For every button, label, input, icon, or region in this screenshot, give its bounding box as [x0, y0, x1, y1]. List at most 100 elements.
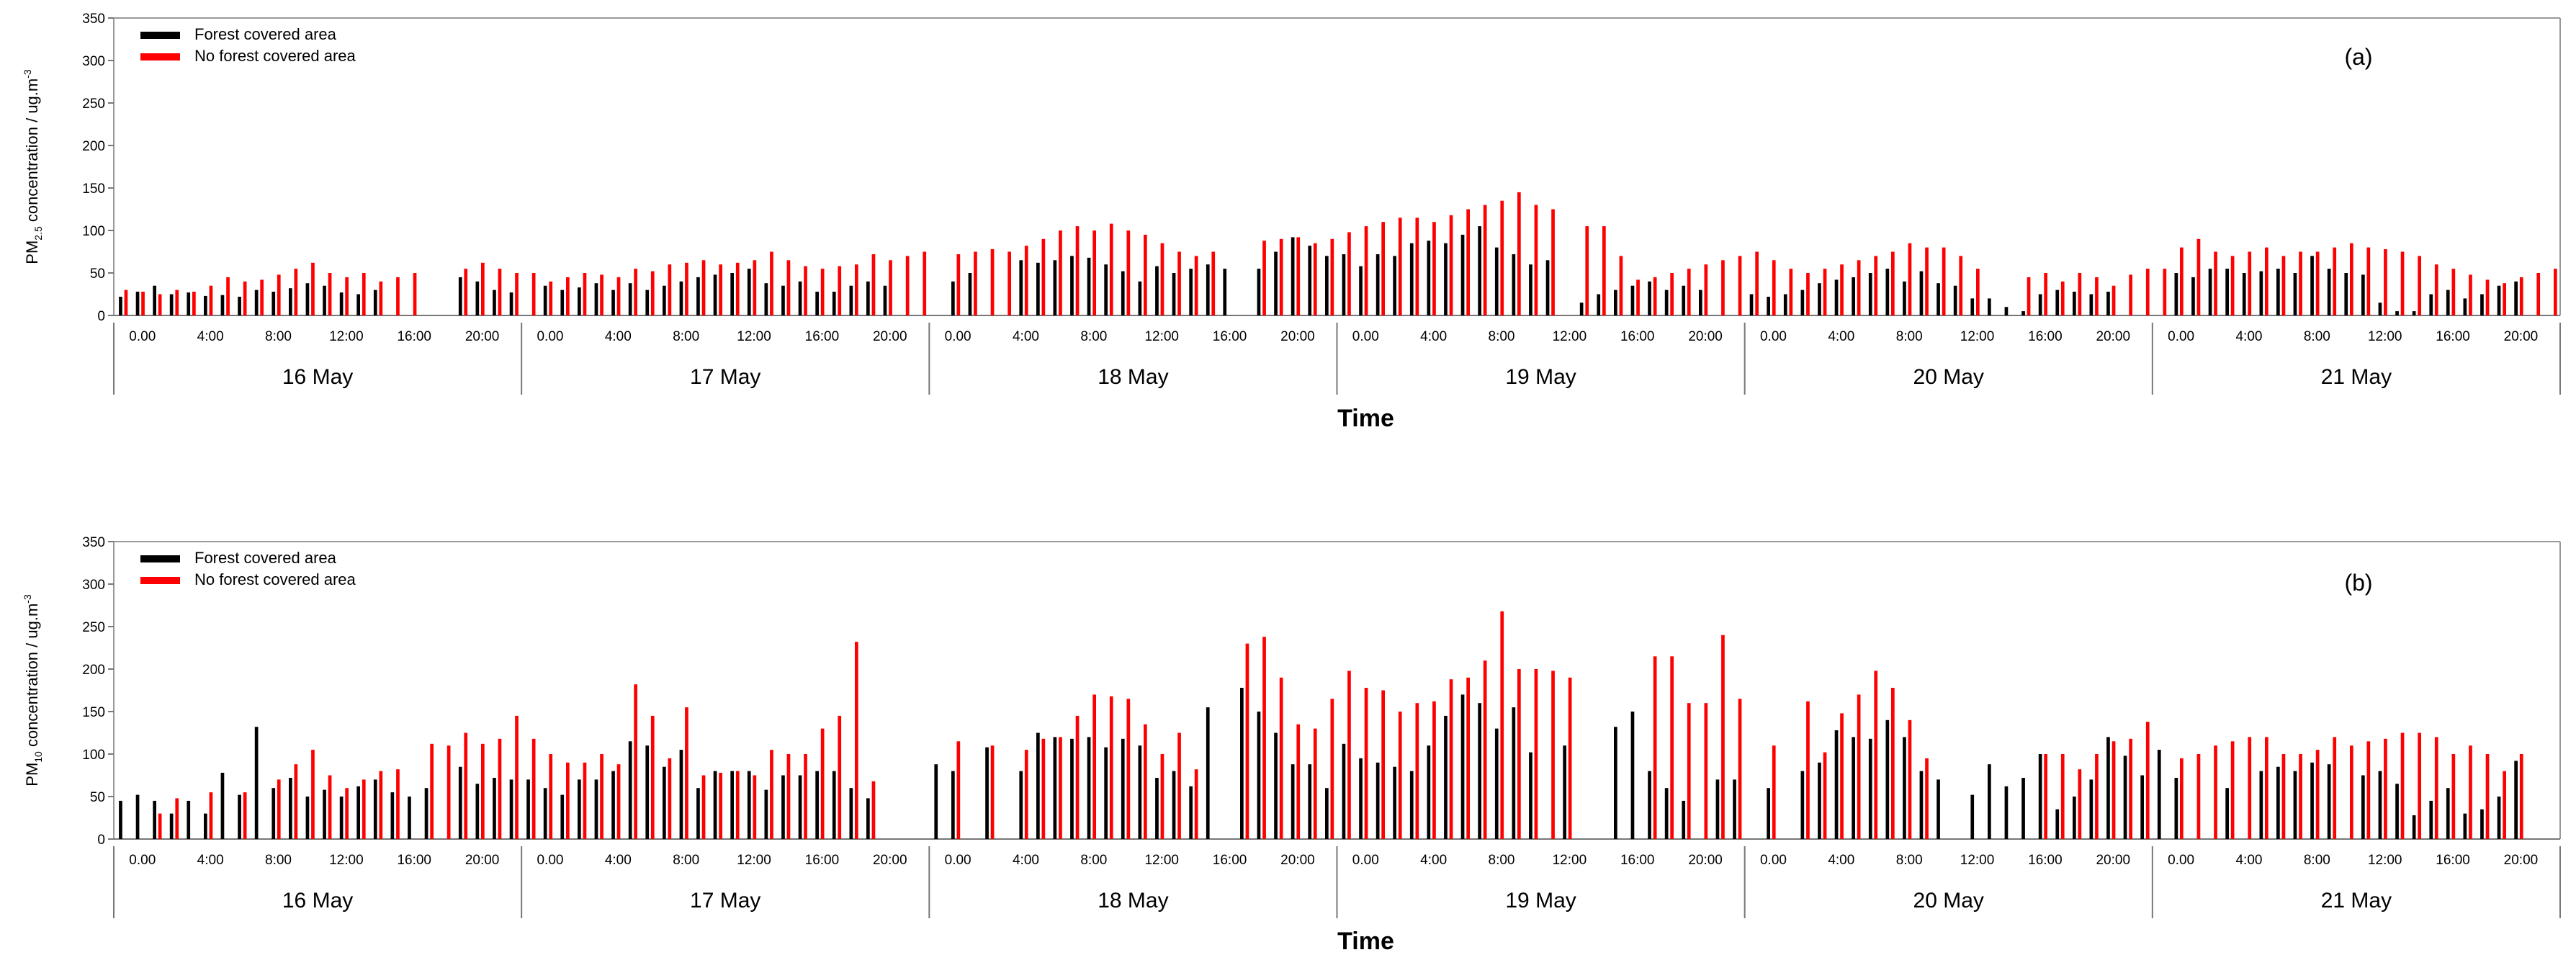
y-tick-label: 0	[97, 309, 105, 324]
bar-no-forest	[2281, 256, 2286, 315]
bar-forest	[305, 797, 310, 839]
bar-forest	[1767, 788, 1770, 839]
bar-forest	[1903, 737, 1906, 839]
bar-no-forest	[2485, 279, 2490, 315]
bar-forest	[1664, 290, 1669, 315]
bar-forest	[119, 297, 122, 315]
x-axis-title: Time	[1337, 928, 1394, 955]
bar-no-forest	[634, 269, 637, 315]
bar-forest	[663, 766, 666, 839]
bar-forest	[1444, 243, 1448, 315]
bar-forest	[2446, 788, 2450, 839]
bar-forest	[968, 273, 972, 315]
bar-forest	[1818, 762, 1821, 839]
y-tick-label: 50	[90, 266, 105, 282]
bar-forest	[2174, 778, 2178, 839]
bar-forest	[1800, 290, 1805, 315]
bar-no-forest	[804, 266, 807, 315]
day-label: 19 May	[1505, 889, 1576, 913]
bar-no-forest	[923, 251, 927, 315]
bar-no-forest	[2350, 243, 2353, 315]
bar-forest	[1189, 269, 1193, 315]
bar-no-forest	[1398, 218, 1402, 315]
bar-no-forest	[2485, 754, 2490, 839]
bar-forest	[2446, 290, 2450, 315]
bar-no-forest	[719, 264, 722, 315]
bar-forest	[2327, 764, 2331, 839]
bar-forest	[2004, 307, 2009, 315]
bar-no-forest	[1296, 237, 1301, 315]
bar-forest	[1291, 237, 1295, 315]
bar-no-forest	[1059, 230, 1062, 315]
bar-forest	[611, 771, 615, 839]
bar-forest	[1733, 779, 1736, 839]
bar-forest	[1121, 271, 1125, 315]
x-hour-tick-label: 4:00	[197, 329, 224, 344]
bar-no-forest	[158, 813, 162, 839]
bar-no-forest	[668, 758, 672, 839]
bar-forest	[204, 295, 207, 315]
bar-no-forest	[2129, 274, 2132, 315]
bar-no-forest	[1381, 222, 1385, 315]
bar-no-forest	[600, 754, 603, 839]
bar-no-forest	[600, 274, 603, 315]
bar-forest	[2463, 298, 2467, 315]
bar-no-forest	[1330, 699, 1334, 839]
bar-no-forest	[1059, 737, 1062, 839]
bar-forest	[1614, 290, 1617, 315]
bar-no-forest	[838, 715, 842, 839]
bar-no-forest	[396, 769, 400, 839]
bar-no-forest	[1704, 703, 1708, 839]
bar-forest	[2073, 292, 2076, 315]
bar-forest	[1155, 778, 1159, 839]
bar-no-forest	[226, 277, 230, 315]
bar-forest	[1375, 254, 1380, 315]
bar-no-forest	[2400, 251, 2405, 315]
bar-no-forest	[2418, 256, 2421, 315]
bar-forest	[1783, 294, 1787, 315]
bar-forest	[1274, 732, 1278, 839]
bar-forest	[1648, 771, 1651, 839]
bar-forest	[187, 800, 191, 839]
bar-no-forest	[1330, 238, 1334, 315]
bar-no-forest	[1432, 701, 1436, 839]
bar-forest	[594, 283, 598, 315]
bar-forest	[798, 775, 802, 839]
bar-no-forest	[1704, 264, 1708, 315]
bar-no-forest	[1092, 694, 1096, 839]
bar-no-forest	[2214, 251, 2217, 315]
bar-forest	[1393, 766, 1396, 839]
bar-no-forest	[820, 269, 825, 315]
bar-forest	[1342, 254, 1346, 315]
x-hour-tick-label: 0.00	[945, 329, 971, 344]
bar-no-forest	[871, 254, 876, 315]
bar-forest	[696, 788, 700, 839]
x-hour-tick-label: 0.00	[537, 329, 563, 344]
bar-forest	[1818, 283, 1821, 315]
bar-no-forest	[2434, 737, 2438, 839]
bar-forest	[2259, 271, 2263, 315]
bar-forest	[1070, 738, 1074, 839]
x-hour-tick-label: 16:00	[2028, 329, 2063, 344]
bar-no-forest	[345, 277, 349, 315]
bar-forest	[271, 292, 276, 315]
bar-no-forest	[2060, 281, 2065, 315]
bar-forest	[526, 779, 530, 839]
legend-swatch	[140, 577, 180, 584]
bar-no-forest	[260, 279, 264, 315]
bar-no-forest	[1959, 256, 1963, 315]
bar-no-forest	[1449, 215, 1453, 315]
bar-no-forest	[2095, 277, 2099, 315]
bar-forest	[1852, 277, 1855, 315]
bar-no-forest	[2095, 754, 2099, 839]
bar-forest	[1478, 703, 1481, 839]
bar-forest	[764, 283, 768, 315]
bar-no-forest	[2434, 264, 2438, 315]
bar-forest	[1988, 764, 1991, 839]
x-hour-tick-label: 16:00	[2028, 853, 2063, 868]
bar-no-forest	[1313, 728, 1317, 839]
bar-no-forest	[1721, 635, 1725, 839]
x-hour-tick-label: 12:00	[1553, 853, 1587, 868]
bar-no-forest	[1602, 226, 1606, 315]
bar-no-forest	[685, 707, 688, 839]
